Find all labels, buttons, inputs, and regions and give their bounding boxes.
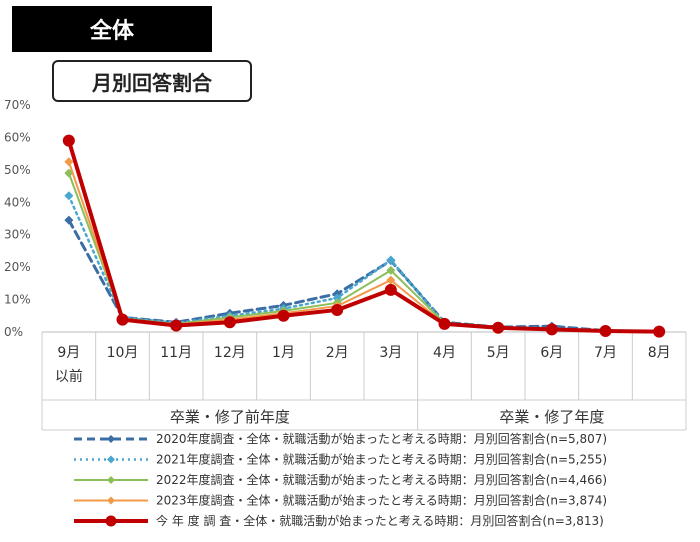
x-tick-label: 12月 (214, 345, 246, 361)
x-tick-label: 11月 (160, 345, 192, 361)
data-point (62, 134, 75, 147)
data-point (64, 215, 74, 225)
legend-marker (107, 496, 115, 505)
legend-label: 2020年度調査・全体・就職活動が始まったと考える時期：月別回答割合(n=5,8… (156, 431, 607, 446)
x-tick-label: 5月 (487, 345, 510, 361)
category-group-label: 卒業・修了前年度 (170, 408, 290, 426)
x-tick-label: 8月 (648, 345, 671, 361)
y-tick-label: 10% (4, 293, 31, 307)
data-point (545, 323, 558, 336)
y-tick-label: 70% (4, 98, 31, 112)
legend-marker (107, 476, 115, 484)
data-point (332, 293, 342, 303)
y-tick-label: 40% (4, 195, 31, 209)
legend-label: 2021年度調査・全体・就職活動が始まったと考える時期：月別回答割合(n=5,2… (156, 452, 607, 467)
x-tick-label: 4月 (433, 345, 456, 361)
legend-label: 2023年度調査・全体・就職活動が始まったと考える時期：月別回答割合(n=3,8… (156, 493, 607, 508)
x-tick-label: 3月 (379, 345, 402, 361)
data-point (116, 313, 129, 326)
data-point (64, 157, 74, 167)
data-point (331, 303, 344, 316)
legend-label: 2022年度調査・全体・就職活動が始まったと考える時期：月別回答割合(n=4,4… (156, 472, 607, 487)
data-point (384, 283, 397, 296)
x-tick-label: 以前 (55, 368, 83, 385)
header-title: 全体 (12, 6, 212, 52)
y-tick-label: 60% (4, 130, 31, 144)
data-point (599, 325, 612, 338)
x-tick-label: 7月 (594, 345, 617, 361)
legend-marker (107, 435, 115, 443)
y-tick-label: 20% (4, 260, 31, 274)
x-tick-label: 2月 (326, 345, 349, 361)
series-line-3 (67, 172, 661, 333)
data-point (386, 255, 396, 265)
data-point (277, 309, 290, 322)
x-tick-label: 9月 (57, 345, 80, 361)
data-point (492, 321, 505, 334)
legend-marker (107, 455, 115, 464)
series-line-2 (67, 194, 661, 333)
data-point (223, 316, 236, 329)
series-line-4 (67, 160, 661, 333)
series-line-1 (67, 218, 661, 334)
x-tick-label: 10月 (107, 345, 139, 361)
data-point (64, 191, 74, 201)
data-point (386, 275, 396, 285)
legend-label: 今 年 度 調 査・全体・就職活動が始まったと考える時期：月別回答割合(n=3,… (156, 513, 604, 528)
legend-marker (105, 515, 117, 527)
data-point (438, 317, 451, 330)
series-line-5 (66, 138, 662, 334)
y-tick-label: 30% (4, 228, 31, 242)
y-tick-label: 50% (4, 163, 31, 177)
chart-subtitle: 月別回答割合 (52, 60, 252, 102)
data-point (386, 265, 396, 275)
data-point (170, 319, 183, 332)
data-point (653, 325, 666, 338)
x-tick-label: 6月 (540, 345, 563, 361)
x-tick-label: 1月 (272, 345, 295, 361)
y-tick-label: 0% (4, 325, 23, 339)
category-group-label: 卒業・修了年度 (499, 408, 604, 426)
